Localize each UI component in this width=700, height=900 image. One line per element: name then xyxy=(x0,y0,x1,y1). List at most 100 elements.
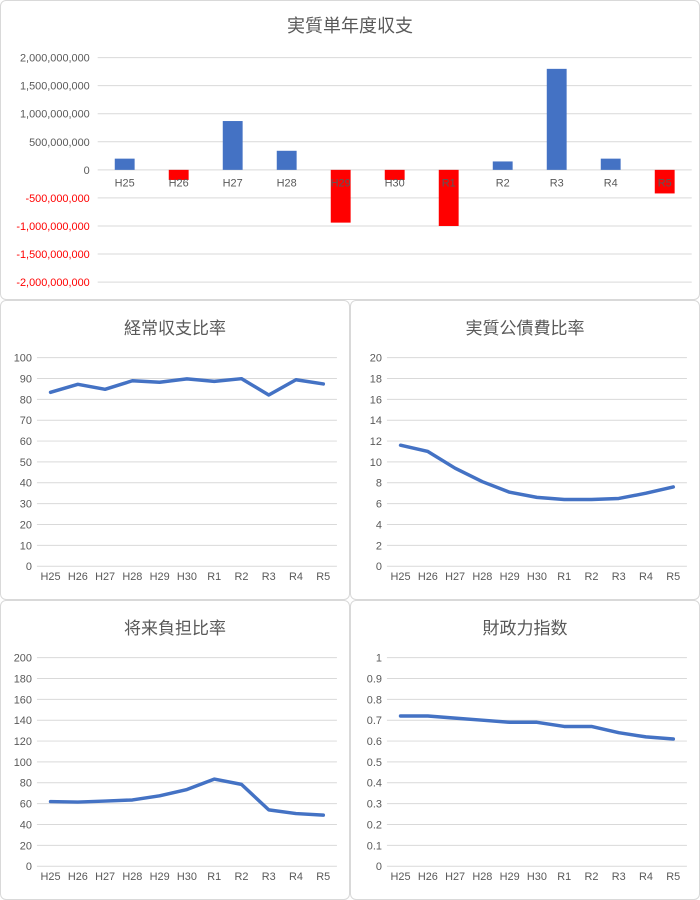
y-tick-label: 20 xyxy=(20,519,32,531)
y-tick-label: -500,000,000 xyxy=(25,193,89,205)
x-tick-label: R4 xyxy=(289,571,303,583)
panel-net-annual-balance: 実質単年度収支 2,000,000,000 1,500,000,000 1,000,… xyxy=(0,0,700,300)
x-tick-label: R2 xyxy=(234,871,248,883)
y-tick-label: 4 xyxy=(376,519,382,531)
bar-H28 xyxy=(276,150,297,170)
y-tick-label: 12 xyxy=(370,436,382,448)
line-chart-future-burden-ratio: 200 180 160 140 120 100 80 60 40 20 0 H25 H26 H27 H28 H… xyxy=(1,601,349,899)
y-tick-label: 140 xyxy=(14,715,32,727)
y-tick-label: 16 xyxy=(370,394,382,406)
y-tick-label: 40 xyxy=(20,478,32,490)
panel-real-debt-service-ratio: 実質公債費比率 20 18 16 14 12 10 8 6 4 2 0 H25 H26 H27 H28 H29… xyxy=(350,300,700,600)
y-tick-label: 60 xyxy=(20,436,32,448)
x-tick-label: H26 xyxy=(418,571,438,583)
y-tick-label: 70 xyxy=(20,415,32,427)
x-tick-label: R4 xyxy=(639,871,653,883)
x-tick-label: H28 xyxy=(472,571,492,583)
x-tick-label: H29 xyxy=(331,178,351,190)
bar-H25 xyxy=(114,158,135,170)
x-tick-label: H30 xyxy=(527,871,547,883)
y-axis-labels: 2,000,000,000 1,500,000,000 1,000,000,000 5… xyxy=(16,53,89,289)
x-tick-label: H25 xyxy=(41,571,61,583)
y-tick-label: 0 xyxy=(376,861,382,873)
y-tick-label: 0.1 xyxy=(367,840,382,852)
x-axis-labels: H25 H26 H27 H28 H29 H30 R1 R2 R3 R4 R5 xyxy=(41,571,331,583)
x-tick-label: R5 xyxy=(316,571,330,583)
x-tick-label: H28 xyxy=(472,871,492,883)
x-tick-label: R4 xyxy=(289,871,303,883)
x-tick-label: H27 xyxy=(95,571,115,583)
x-tick-label: H30 xyxy=(527,571,547,583)
y-tick-label: 0.8 xyxy=(367,694,382,706)
x-tick-label: H28 xyxy=(122,871,142,883)
bar-R3 xyxy=(546,68,567,170)
x-tick-label: H25 xyxy=(391,571,411,583)
x-tick-label: H25 xyxy=(115,178,135,190)
x-tick-label: H28 xyxy=(122,571,142,583)
y-tick-label: 0.5 xyxy=(367,757,382,769)
x-tick-label: H26 xyxy=(418,871,438,883)
y-tick-label: 0.9 xyxy=(367,673,382,685)
x-tick-label: R5 xyxy=(666,571,680,583)
bar-R4 xyxy=(600,158,621,170)
line-series xyxy=(398,443,676,502)
x-tick-label: R1 xyxy=(557,871,571,883)
bar-R5 xyxy=(654,169,675,194)
x-tick-label: H29 xyxy=(500,871,520,883)
x-tick-label: H28 xyxy=(277,178,297,190)
bar-H29 xyxy=(330,169,351,223)
y-tick-label: -1,000,000,000 xyxy=(16,221,89,233)
y-tick-label: 200 xyxy=(14,653,32,665)
y-tick-label: 0 xyxy=(84,165,90,177)
y-tick-label: 0 xyxy=(26,561,32,573)
y-tick-label: 30 xyxy=(20,499,32,511)
y-tick-label: 2 xyxy=(376,540,382,552)
x-axis-labels: H25 H26 H27 H28 H29 H30 R1 R2 R3 R4 R5 xyxy=(115,178,672,190)
line-chart-real-debt-service-ratio: 20 18 16 14 12 10 8 6 4 2 0 H25 H26 H27 H28 H29 H30 R1 R2 R… xyxy=(351,301,699,599)
x-tick-label: H27 xyxy=(445,871,465,883)
chart-canvas: 2,000,000,000 1,500,000,000 1,000,000,000 5… xyxy=(16,53,692,289)
y-tick-label: 50 xyxy=(20,457,32,469)
y-tick-label: 10 xyxy=(20,540,32,552)
panel-current-balance-ratio: 経常収支比率 100 90 80 70 60 50 40 30 20 10 0 H25 H26 H27 H2… xyxy=(0,300,350,600)
y-tick-label: 6 xyxy=(376,499,382,511)
x-tick-label: H30 xyxy=(385,178,405,190)
line-chart-fiscal-strength-index: 1 0.9 0.8 0.7 0.6 0.5 0.4 0.3 0.2 0.1 0 H25 H26 H27 H2… xyxy=(351,601,699,899)
line-series xyxy=(398,714,676,741)
y-tick-label: 0.7 xyxy=(367,715,382,727)
y-tick-label: 10 xyxy=(370,457,382,469)
x-tick-label: R2 xyxy=(496,178,510,190)
y-tick-label: 8 xyxy=(376,478,382,490)
bar-chart-net-annual-balance: 2,000,000,000 1,500,000,000 1,000,000,000 5… xyxy=(1,1,699,299)
x-tick-label: R2 xyxy=(234,571,248,583)
y-axis-labels: 1 0.9 0.8 0.7 0.6 0.5 0.4 0.3 0.2 0.1 0 xyxy=(367,653,382,874)
x-tick-label: R3 xyxy=(612,571,626,583)
panel-future-burden-ratio: 将来負担比率 200 180 160 140 120 100 80 60 40 20 0 H25 H26… xyxy=(0,600,350,900)
x-tick-label: R1 xyxy=(207,871,221,883)
y-tick-label: 20 xyxy=(370,353,382,365)
y-tick-label: 60 xyxy=(20,799,32,811)
y-tick-label: 0.6 xyxy=(367,736,382,748)
y-tick-label: 2,000,000,000 xyxy=(20,53,90,65)
x-tick-label: H25 xyxy=(391,871,411,883)
y-tick-label: 14 xyxy=(370,415,382,427)
y-tick-label: 0.2 xyxy=(367,819,382,831)
y-tick-label: 1,000,000,000 xyxy=(20,109,90,121)
bar-R2 xyxy=(492,161,513,170)
y-tick-label: 80 xyxy=(20,778,32,790)
y-tick-label: 0.3 xyxy=(367,799,382,811)
y-tick-label: 0.4 xyxy=(367,778,382,790)
x-tick-label: H25 xyxy=(41,871,61,883)
x-tick-label: R4 xyxy=(604,178,618,190)
y-tick-label: 90 xyxy=(20,373,32,385)
x-tick-label: R1 xyxy=(557,571,571,583)
line-series xyxy=(48,376,326,397)
x-tick-label: H26 xyxy=(68,571,88,583)
x-tick-label: H27 xyxy=(95,871,115,883)
